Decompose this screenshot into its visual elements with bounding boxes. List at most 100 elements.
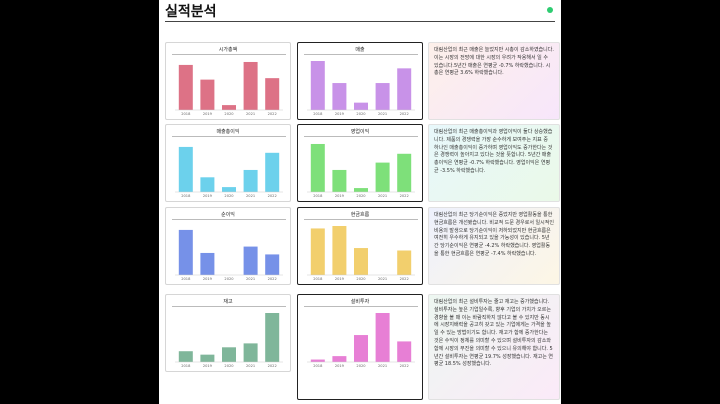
inventory-chart: 2018 2019 2020 2021 2022 xyxy=(175,313,283,368)
x-tick-label: 2018 xyxy=(313,364,323,368)
gross-profit-chart: 2018 2019 2020 2021 2022 xyxy=(175,146,283,198)
x-tick-label: 2021 xyxy=(246,277,255,281)
chart-title: 매출총이익 xyxy=(216,129,240,135)
bar-2019 xyxy=(332,356,347,362)
bar-2018 xyxy=(310,359,325,362)
x-tick-label: 2019 xyxy=(203,112,213,116)
bar-2020 xyxy=(222,347,236,362)
bar-2021 xyxy=(243,343,258,362)
bar-2019 xyxy=(200,354,215,362)
bar-2018 xyxy=(310,61,325,110)
chart-title-divider xyxy=(172,54,286,55)
bar-2018 xyxy=(178,229,193,275)
bar-2021 xyxy=(375,313,390,362)
chart-title: 영업이익 xyxy=(350,129,370,135)
x-tick-label: 2020 xyxy=(356,112,366,116)
bar-2019 xyxy=(200,79,215,110)
bar-2018 xyxy=(310,228,325,275)
x-tick-label: 2020 xyxy=(224,112,234,116)
bar-2020 xyxy=(354,248,368,275)
x-tick-label: 2021 xyxy=(378,277,387,281)
chart-title: 설비투자 xyxy=(350,299,370,305)
description-revenue-market-cap: 대림산업의 최근 매출은 늘었지만 시총이 감소하였습니다. 이는 시장의 전망… xyxy=(428,42,560,120)
x-tick-label: 2021 xyxy=(378,364,387,368)
bar-2020 xyxy=(354,335,368,362)
x-tick-label: 2022 xyxy=(268,277,277,281)
chart-card-net-income[interactable]: 순이익 2018 2019 2020 2021 2022 xyxy=(165,207,291,285)
x-tick-label: 2018 xyxy=(181,194,191,198)
bar-2022 xyxy=(397,250,412,275)
x-tick-label: 2022 xyxy=(268,364,277,368)
bar-2019 xyxy=(332,83,347,110)
x-tick-label: 2018 xyxy=(313,112,323,116)
bar-2022 xyxy=(265,78,280,110)
x-tick-label: 2021 xyxy=(378,112,387,116)
chart-title-divider xyxy=(172,136,286,137)
chart-card-gross-profit[interactable]: 매출총이익 2018 2019 2020 2021 2022 xyxy=(165,124,291,202)
description-profit: 대림산업의 최근 매출총이익과 영업이익이 둘다 상승했습니다. 제품의 경쟁력… xyxy=(428,124,560,202)
bar-2021 xyxy=(243,169,258,192)
bar-2020 xyxy=(354,188,368,192)
page-title: 실적분석 xyxy=(165,4,217,20)
bar-2020 xyxy=(354,102,368,110)
x-tick-label: 2022 xyxy=(400,112,409,116)
x-tick-label: 2022 xyxy=(268,112,277,116)
x-tick-label: 2022 xyxy=(268,194,277,198)
bar-2021 xyxy=(375,83,390,110)
chart-title: 매출 xyxy=(355,47,365,53)
capex-chart: 2018 2019 2020 2021 2022 xyxy=(307,313,415,368)
chart-title-divider xyxy=(304,219,418,220)
status-indicator-icon xyxy=(547,7,553,13)
x-tick-label: 2021 xyxy=(246,112,255,116)
revenue-chart: 2018 2019 2020 2021 2022 xyxy=(307,61,415,116)
chart-title-divider xyxy=(304,54,418,55)
bar-2018 xyxy=(178,64,193,110)
chart-card-cash-flow[interactable]: 현금흐름 2018 2019 2020 2021 2022 xyxy=(297,207,423,285)
market-cap-chart: 2018 2019 2020 2021 2022 xyxy=(175,61,283,116)
chart-card-inventory[interactable]: 재고 2018 2019 2020 2021 2022 xyxy=(165,294,291,372)
x-tick-label: 2019 xyxy=(335,364,345,368)
chart-title: 재고 xyxy=(223,299,233,305)
chart-card-revenue[interactable]: 매출 2018 2019 2020 2021 2022 xyxy=(297,42,423,120)
x-tick-label: 2019 xyxy=(335,112,345,116)
bar-2019 xyxy=(200,252,215,275)
bar-2018 xyxy=(310,143,325,192)
chart-title: 현금흐름 xyxy=(350,212,370,218)
x-tick-label: 2021 xyxy=(246,364,255,368)
chart-card-market-cap[interactable]: 시가총액 2018 2019 2020 2021 2022 xyxy=(165,42,291,120)
x-tick-label: 2022 xyxy=(400,277,409,281)
chart-card-operating-income[interactable]: 영업이익 2018 2019 2020 2021 2022 xyxy=(297,124,423,202)
x-tick-label: 2019 xyxy=(335,194,345,198)
bar-2022 xyxy=(265,254,280,275)
bar-2020 xyxy=(222,105,236,110)
bar-2022 xyxy=(397,153,412,192)
chart-title-divider xyxy=(172,306,286,307)
bar-2020 xyxy=(222,187,236,192)
bar-2019 xyxy=(332,226,347,275)
x-tick-label: 2018 xyxy=(181,277,191,281)
x-tick-label: 2020 xyxy=(356,277,366,281)
bar-2022 xyxy=(265,152,280,192)
bar-2018 xyxy=(178,146,193,192)
x-tick-label: 2019 xyxy=(335,277,345,281)
x-tick-label: 2019 xyxy=(203,277,213,281)
bar-2019 xyxy=(200,177,215,192)
x-tick-label: 2021 xyxy=(246,194,255,198)
bar-2022 xyxy=(265,313,280,362)
chart-title-divider xyxy=(304,136,418,137)
x-tick-label: 2018 xyxy=(313,194,323,198)
bar-2021 xyxy=(243,246,258,275)
x-tick-label: 2020 xyxy=(356,194,366,198)
chart-title: 시가총액 xyxy=(218,47,238,53)
x-tick-label: 2022 xyxy=(400,364,409,368)
bar-2021 xyxy=(375,162,390,192)
x-tick-label: 2020 xyxy=(224,364,234,368)
description-net-income-cash-flow: 대림산업의 최근 당기순이익은 증었지만 영업활동을 통한 현금흐름은 개선됐습… xyxy=(428,207,560,285)
chart-card-capex[interactable]: 설비투자 2018 2019 2020 2021 2022 xyxy=(297,294,423,400)
x-tick-label: 2019 xyxy=(203,194,213,198)
x-tick-label: 2021 xyxy=(378,194,387,198)
net-income-chart: 2018 2019 2020 2021 2022 xyxy=(175,229,283,281)
x-tick-label: 2018 xyxy=(313,277,323,281)
description-capex-inventory: 대림산업의 최근 설비투자는 줄고 재고는 증가했습니다. 설비투자는 높은 기… xyxy=(428,294,560,400)
chart-title-divider xyxy=(172,219,286,220)
